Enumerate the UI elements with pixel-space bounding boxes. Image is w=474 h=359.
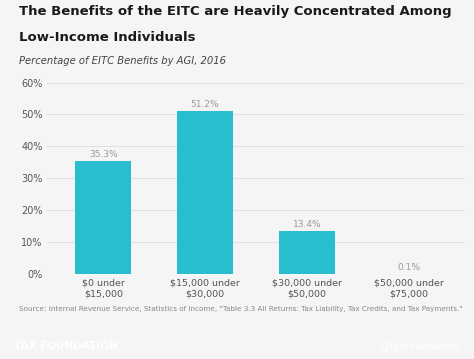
Text: 51.2%: 51.2%: [191, 100, 219, 109]
Text: 35.3%: 35.3%: [89, 150, 118, 159]
Text: 13.4%: 13.4%: [292, 220, 321, 229]
Text: @TaxFoundation: @TaxFoundation: [380, 341, 460, 351]
Text: TAX FOUNDATION: TAX FOUNDATION: [14, 341, 118, 351]
Text: 0.1%: 0.1%: [397, 263, 420, 272]
Text: Low-Income Individuals: Low-Income Individuals: [19, 31, 195, 43]
Text: Source: Internal Revenue Service, Statistics of Income, "Table 3.3 All Returns: : Source: Internal Revenue Service, Statis…: [19, 306, 463, 312]
Text: Percentage of EITC Benefits by AGI, 2016: Percentage of EITC Benefits by AGI, 2016: [19, 56, 226, 66]
Bar: [279, 231, 335, 274]
Bar: [75, 161, 131, 274]
Bar: [177, 111, 233, 274]
Text: The Benefits of the EITC are Heavily Concentrated Among: The Benefits of the EITC are Heavily Con…: [19, 5, 452, 18]
